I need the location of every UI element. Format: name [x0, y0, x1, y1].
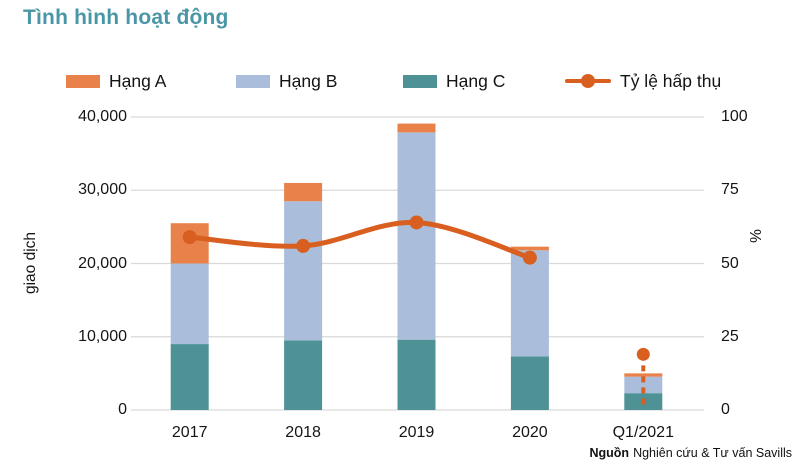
- legend-label: Hạng C: [446, 70, 506, 91]
- source-text: Nghiên cứu & Tư vấn Savills: [633, 446, 792, 460]
- left-axis-tick-label: 40,000: [78, 108, 127, 125]
- legend-label: Tỷ lệ hấp thụ: [620, 70, 722, 91]
- x-axis-category-label: 2019: [398, 424, 435, 441]
- absorption-marker: [636, 347, 650, 361]
- absorption-marker: [182, 230, 197, 245]
- bar-segment-hạng-b: [397, 132, 436, 340]
- left-axis-tick-label: 30,000: [78, 181, 127, 199]
- bar-segment-hạng-a: [624, 373, 663, 377]
- x-axis-category-label: 2018: [285, 424, 321, 441]
- legend-swatch-hang-a: [66, 74, 100, 88]
- right-axis-title: %: [748, 229, 765, 243]
- legend-item-hang-a: Hạng A: [66, 69, 166, 93]
- bar-segment-hạng-a: [510, 246, 549, 251]
- legend-line-marker-icon: [565, 74, 611, 88]
- bar-segment-hạng-b: [624, 376, 663, 394]
- legend-swatch-hang-c: [403, 74, 437, 88]
- right-axis-tick-label: 0: [721, 401, 730, 418]
- right-axis-tick-label: 100: [721, 108, 748, 125]
- left-axis-title: giao dịch: [22, 231, 39, 295]
- absorption-marker: [296, 238, 311, 253]
- legend-item-absorption: Tỷ lệ hấp thụ: [565, 69, 721, 93]
- x-axis-category-label: 2020: [512, 424, 548, 441]
- absorption-marker: [522, 250, 537, 265]
- left-axis-tick-label: 10,000: [78, 327, 127, 345]
- chart-title: Tình hình hoạt động: [23, 6, 229, 29]
- right-axis-tick-label: 75: [721, 181, 739, 199]
- absorption-marker: [409, 215, 424, 230]
- legend-item-hang-c: Hạng C: [403, 69, 505, 93]
- legend-swatch-hang-b: [236, 74, 270, 88]
- legend-item-hang-b: Hạng B: [236, 69, 337, 93]
- bar-segment-hạng-a: [397, 123, 436, 133]
- legend-label: Hạng B: [279, 70, 338, 91]
- bar-segment-hạng-a: [284, 182, 323, 202]
- bar-segment-hạng-b: [170, 263, 209, 345]
- bar-segment-hạng-c: [510, 356, 549, 410]
- x-axis-category-label: 2017: [171, 424, 208, 441]
- source-label: Nguồn: [589, 446, 630, 460]
- bar-segment-hạng-b: [284, 201, 323, 341]
- right-axis-tick-label: 25: [721, 327, 739, 345]
- left-axis-tick-label: 20,000: [78, 254, 127, 272]
- left-axis-tick-label: 0: [118, 401, 127, 418]
- x-axis-category-label: Q1/2021: [612, 424, 674, 441]
- source-note: Nguồn Nghiên cứu & Tư vấn Savills: [589, 446, 792, 460]
- legend-label: Hạng A: [109, 70, 167, 91]
- absorption-line: [187, 219, 533, 261]
- bar-segment-hạng-c: [397, 339, 436, 410]
- bar-segment-hạng-b: [510, 250, 549, 357]
- bar-segment-hạng-c: [284, 340, 323, 410]
- right-axis-tick-label: 50: [721, 254, 739, 272]
- bar-segment-hạng-c: [170, 344, 209, 410]
